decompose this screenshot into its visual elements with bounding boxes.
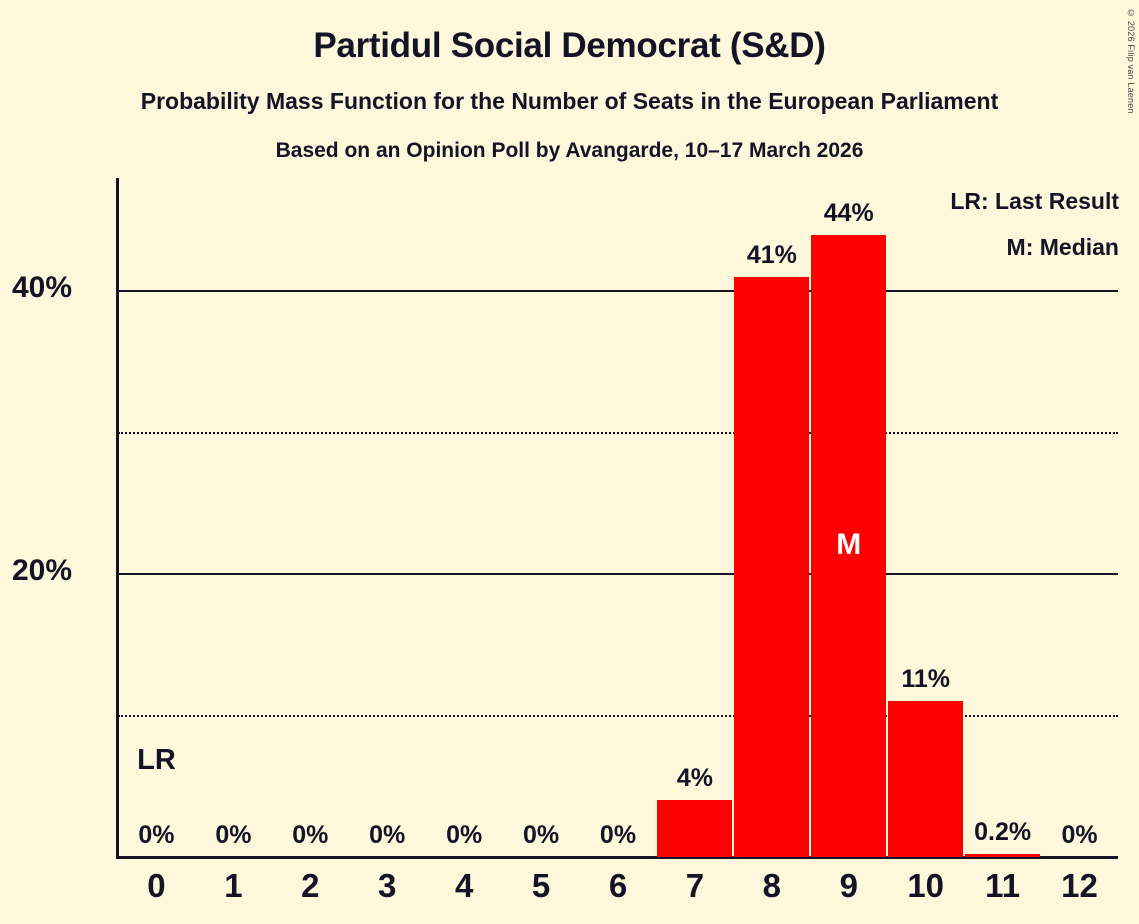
bar [657, 800, 733, 857]
bar-label: 0% [369, 821, 406, 849]
x-axis-line [116, 856, 1118, 859]
bar-label: 44% [823, 198, 874, 227]
legend-median: M: Median [1006, 234, 1119, 260]
chart-source: Based on an Opinion Poll by Avangarde, 1… [275, 139, 864, 162]
gridline-major [118, 290, 1118, 293]
bar-series [118, 178, 1118, 857]
gridline-minor [118, 431, 1118, 434]
gridline-minor [118, 714, 1118, 717]
x-axis-tick: 3 [378, 867, 397, 904]
bar-label: 0% [215, 821, 252, 849]
x-axis-tick: 0 [147, 867, 166, 904]
bar-label: 11% [901, 665, 951, 694]
chart-subtitle: Probability Mass Function for the Number… [140, 88, 999, 114]
x-axis-tick: 11 [985, 867, 1021, 904]
bar [811, 234, 887, 857]
bar-label: 0% [138, 821, 175, 849]
y-axis-label: 20% [11, 554, 72, 588]
x-axis-tick: 1 [224, 867, 243, 904]
page-title: Partidul Social Democrat (S&D) [313, 26, 826, 65]
bar-label: 4% [676, 764, 713, 793]
bar [965, 854, 1041, 857]
bar [888, 701, 964, 857]
x-axis-tick: 12 [1061, 867, 1098, 904]
legend-last-result: LR: Last Result [950, 188, 1119, 214]
bar [734, 277, 810, 857]
copyright-notice: © 2026 Filip van Laenen [1126, 8, 1136, 114]
x-axis-tick: 4 [454, 867, 474, 904]
bar-label: 0% [599, 821, 637, 849]
bar-label: 0% [446, 821, 483, 849]
x-axis-tick: 6 [608, 867, 628, 904]
y-axis-label: 40% [11, 271, 72, 305]
bar-label: 0.2% [974, 818, 1032, 847]
x-axis-tick: 10 [907, 867, 945, 904]
x-axis-tick: 7 [685, 867, 705, 904]
bar-label: 0% [523, 821, 560, 849]
x-axis-tick: 9 [839, 867, 858, 904]
gridline-major [118, 573, 1118, 576]
y-axis-line [116, 178, 119, 859]
bar-label: 41% [746, 241, 797, 270]
median-marker: M [836, 527, 862, 561]
x-axis-tick: 2 [301, 867, 320, 904]
last-result-marker: LR [137, 744, 176, 776]
bar-label: 0% [1061, 821, 1098, 849]
x-axis-tick: 5 [531, 867, 551, 904]
bar-label: 0% [292, 821, 329, 849]
x-axis-tick: 8 [762, 867, 782, 904]
